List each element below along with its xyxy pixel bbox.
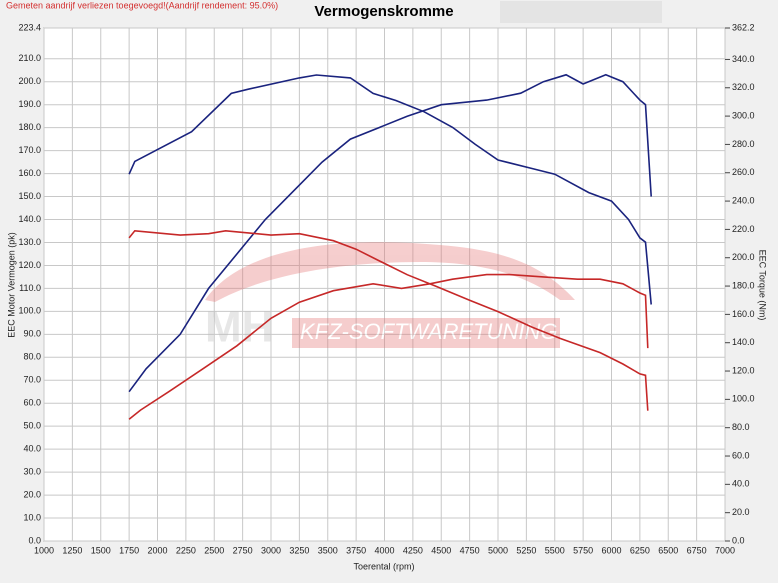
y-tick-label: 130.0 xyxy=(18,237,41,247)
y2-axis-label: EEC Torque (Nm) xyxy=(758,250,768,321)
y-tick-label: 190.0 xyxy=(18,99,41,109)
x-tick-label: 1750 xyxy=(119,545,139,555)
watermark: MH KFZ-SOFTWARETUNING xyxy=(205,242,575,352)
y2-tick-label: 0.0 xyxy=(732,535,745,545)
watermark-band xyxy=(292,318,560,348)
y-tick-label: 110.0 xyxy=(19,283,41,293)
y-tick-label: 40.0 xyxy=(23,444,41,454)
y2-tick-label: 340.0 xyxy=(732,54,755,64)
y2-tick-label: 180.0 xyxy=(732,280,755,290)
y-tick-label: 50.0 xyxy=(23,421,41,431)
x-tick-label: 4000 xyxy=(374,545,394,555)
y-tick-label: 60.0 xyxy=(23,398,41,408)
x-tick-label: 4250 xyxy=(403,545,423,555)
x-tick-label: 1500 xyxy=(91,545,111,555)
x-tick-label: 5750 xyxy=(573,545,593,555)
y2-tick-label: 240.0 xyxy=(732,195,755,205)
y-tick-label: 90.0 xyxy=(23,329,41,339)
y2-tick-label: 280.0 xyxy=(732,139,755,149)
y-tick-label: 210.0 xyxy=(18,53,41,63)
watermark-text: KFZ-SOFTWARETUNING xyxy=(300,319,557,344)
x-tick-label: 3000 xyxy=(261,545,281,555)
watermark-car xyxy=(205,242,575,302)
x-tick-label: 3500 xyxy=(318,545,338,555)
x-tick-label: 4500 xyxy=(431,545,451,555)
y2-tick-label: 200.0 xyxy=(732,252,755,262)
y2-tick-label: 260.0 xyxy=(732,167,755,177)
y-tick-label: 180.0 xyxy=(18,122,41,132)
series-line xyxy=(128,229,649,411)
x-tick-label: 4750 xyxy=(460,545,480,555)
y2-tick-label: 120.0 xyxy=(732,365,755,375)
x-axis-label: Toerental (rpm) xyxy=(353,561,414,571)
y2-tick-label: 300.0 xyxy=(732,110,755,120)
y-tick-label: 30.0 xyxy=(23,466,41,476)
y-tick-label: 80.0 xyxy=(23,352,41,362)
y2-tick-label: 220.0 xyxy=(732,224,755,234)
y-tick-label: 0.0 xyxy=(28,535,41,545)
subtitle: Gemeten aandrijf verliezen toegevoegd!(A… xyxy=(6,0,278,10)
y-tick-label: 20.0 xyxy=(23,489,41,499)
y2-tick-label: 140.0 xyxy=(732,337,755,347)
x-tick-label: 2750 xyxy=(233,545,253,555)
x-tick-label: 2250 xyxy=(176,545,196,555)
x-tick-label: 2500 xyxy=(204,545,224,555)
x-tick-label: 6250 xyxy=(630,545,650,555)
x-tick-label: 6500 xyxy=(658,545,678,555)
y-tick-label: 200.0 xyxy=(18,76,41,86)
y-tick-label: 140.0 xyxy=(18,214,41,224)
chart-title: Vermogenskromme xyxy=(314,3,453,20)
y-axis-label: EEC Motor Vermogen (pk) xyxy=(6,232,16,338)
y2-tick-label: 20.0 xyxy=(732,507,750,517)
y-tick-label: 10.0 xyxy=(23,512,41,522)
x-tick-label: 3250 xyxy=(289,545,309,555)
y-tick-label: 100.0 xyxy=(18,306,41,316)
series-line xyxy=(128,74,652,305)
title-box xyxy=(500,1,662,23)
y-tick-label: 70.0 xyxy=(23,375,41,385)
y2-tick-label: 160.0 xyxy=(732,309,755,319)
x-tick-label: 5250 xyxy=(516,545,536,555)
x-tick-label: 2000 xyxy=(147,545,167,555)
x-tick-label: 7000 xyxy=(715,545,735,555)
x-tick-label: 1000 xyxy=(34,545,54,555)
x-tick-label: 6750 xyxy=(687,545,707,555)
y-tick-label: 150.0 xyxy=(18,191,41,201)
x-tick-label: 5500 xyxy=(545,545,565,555)
y2-tick-label: 362.2 xyxy=(732,22,755,32)
y-tick-label: 223.4 xyxy=(18,22,41,32)
y2-tick-label: 40.0 xyxy=(732,479,750,489)
y2-tick-label: 60.0 xyxy=(732,450,750,460)
x-tick-label: 1250 xyxy=(62,545,82,555)
x-tick-label: 5000 xyxy=(488,545,508,555)
y-tick-label: 170.0 xyxy=(18,145,41,155)
x-tick-label: 3750 xyxy=(346,545,366,555)
y2-tick-label: 80.0 xyxy=(732,422,750,432)
y-tick-label: 120.0 xyxy=(18,260,41,270)
y2-tick-label: 320.0 xyxy=(732,82,755,92)
series-line xyxy=(128,73,652,393)
y2-tick-label: 100.0 xyxy=(732,394,755,404)
y-tick-label: 160.0 xyxy=(18,168,41,178)
x-tick-label: 6000 xyxy=(601,545,621,555)
